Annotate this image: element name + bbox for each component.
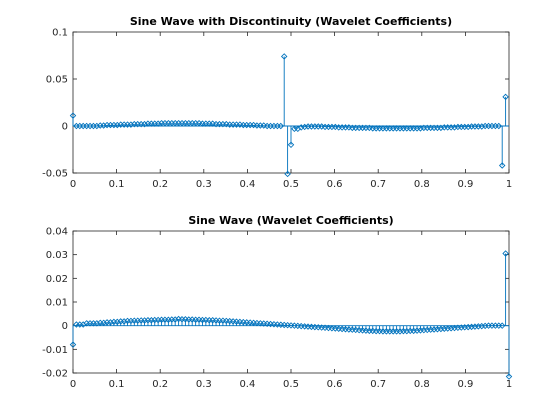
chart-title: Sine Wave (Wavelet Coefficients) (188, 214, 393, 227)
y-tick-label: 0.05 (46, 75, 68, 86)
x-tick-label: 0.3 (196, 379, 212, 390)
chart-title: Sine Wave with Discontinuity (Wavelet Co… (130, 15, 452, 28)
y-tick-label: -0.01 (42, 345, 68, 356)
data-point (69, 112, 77, 119)
y-tick-label: 0.04 (46, 227, 68, 238)
data-point (502, 250, 509, 257)
data-point (69, 341, 77, 348)
x-tick-label: 0.2 (152, 179, 168, 190)
x-tick-label: 0.7 (370, 179, 386, 190)
chart-1: Sine Wave with Discontinuity (Wavelet Co… (42, 15, 512, 190)
y-tick-label: 0.1 (52, 28, 68, 39)
x-tick-label: 0.8 (414, 179, 430, 190)
y-tick-label: -0.02 (42, 369, 68, 380)
data-point (287, 141, 295, 149)
x-tick-label: 1 (506, 379, 512, 390)
x-tick-label: 0.4 (239, 179, 255, 190)
data-point (498, 322, 506, 329)
y-tick-label: 0 (62, 321, 68, 332)
x-tick-label: 0.5 (283, 179, 299, 190)
data-point (284, 170, 291, 178)
data-point (277, 122, 285, 130)
chart-2: Sine Wave (Wavelet Coefficients) 0 0.1 0.2 0… (42, 214, 513, 390)
data-point (280, 53, 288, 60)
x-tick-label: 0.9 (457, 179, 473, 190)
y-tick-label: 0.01 (46, 298, 68, 309)
data-point (502, 93, 509, 101)
x-tick-label: 0.3 (196, 179, 212, 190)
x-tick-label: 0.1 (109, 179, 125, 190)
y-tick-label: -0.05 (42, 169, 68, 180)
plot-area (72, 31, 510, 174)
plot-area (72, 230, 510, 374)
data-point (498, 162, 506, 169)
x-tick-label: 0.5 (283, 379, 299, 390)
data-point (495, 122, 503, 130)
x-tick-label: 1 (506, 179, 512, 190)
x-tick-label: 0.6 (327, 379, 343, 390)
x-tick-label: 0 (70, 179, 76, 190)
x-tick-label: 0.4 (239, 379, 255, 390)
x-tick-label: 0.9 (457, 379, 473, 390)
x-tick-label: 0.7 (370, 379, 386, 390)
data-point (505, 373, 513, 380)
x-tick-label: 0.6 (327, 179, 343, 190)
x-tick-label: 0.1 (109, 379, 125, 390)
y-tick-label: 0.03 (46, 250, 68, 261)
x-tick-label: 0.8 (414, 379, 430, 390)
y-tick-label: 0 (62, 122, 68, 133)
y-tick-label: 0.02 (46, 274, 68, 285)
x-tick-label: 0.2 (152, 379, 168, 390)
x-tick-label: 0 (70, 379, 76, 390)
